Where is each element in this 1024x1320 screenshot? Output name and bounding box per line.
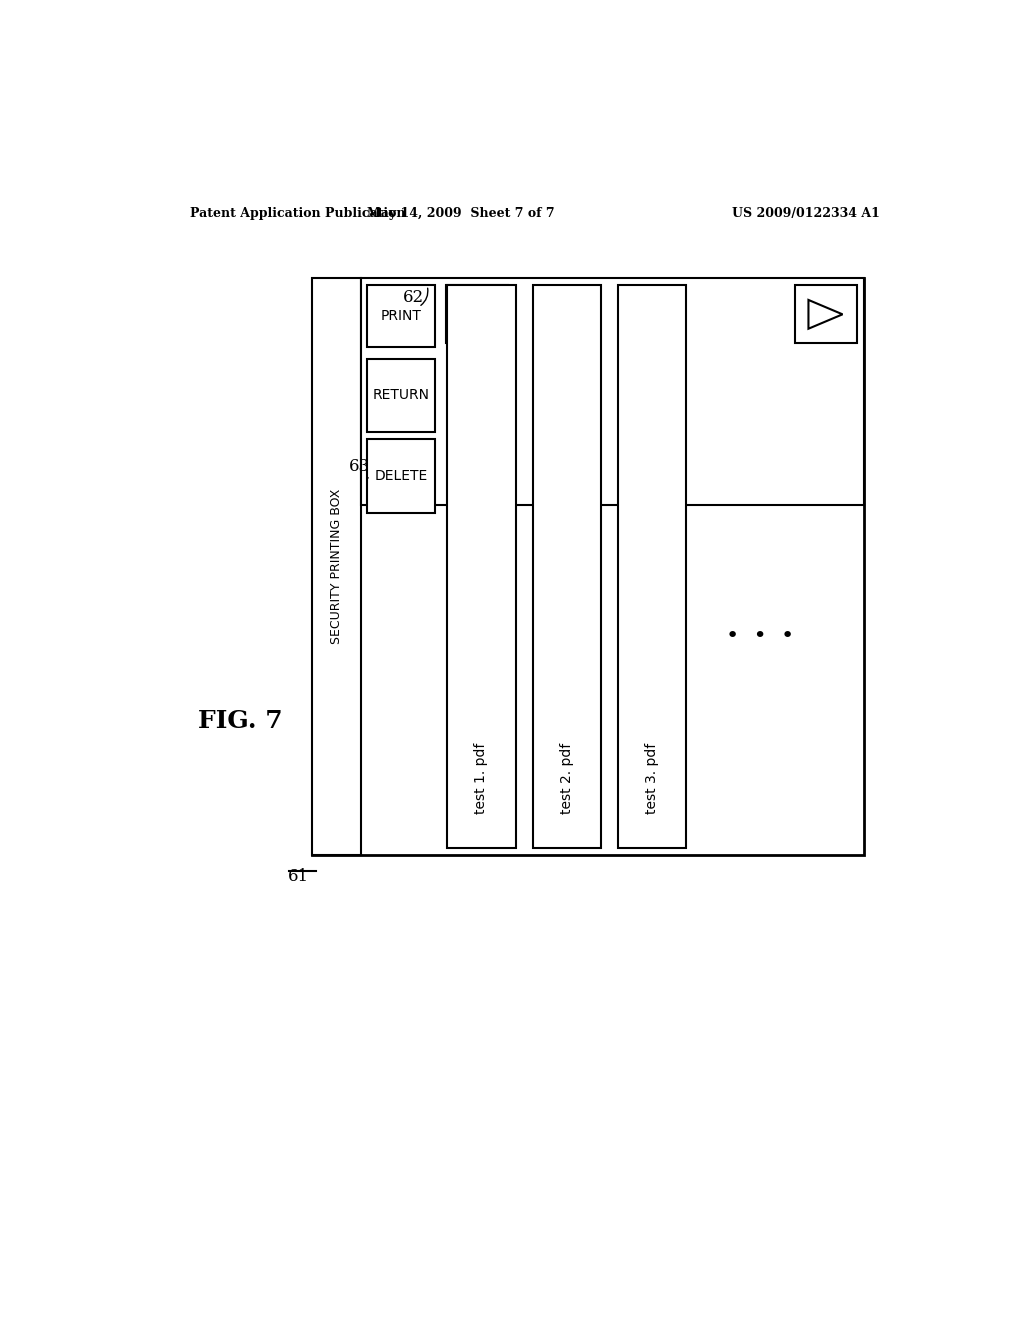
Text: test 1. pdf: test 1. pdf <box>474 743 488 814</box>
Bar <box>617 285 686 847</box>
Bar <box>312 277 360 855</box>
Text: 61: 61 <box>288 869 308 886</box>
Bar <box>532 285 601 847</box>
Polygon shape <box>460 300 494 329</box>
Text: test 2. pdf: test 2. pdf <box>560 743 573 814</box>
Bar <box>360 277 864 504</box>
Text: 63: 63 <box>349 458 370 475</box>
Text: RETURN: RETURN <box>373 388 429 403</box>
Bar <box>795 285 856 343</box>
Text: DELETE: DELETE <box>374 469 427 483</box>
Text: May 14, 2009  Sheet 7 of 7: May 14, 2009 Sheet 7 of 7 <box>368 207 555 220</box>
Text: •  •  •: • • • <box>726 626 795 645</box>
Text: 62: 62 <box>403 289 424 305</box>
Text: test 3. pdf: test 3. pdf <box>645 743 658 814</box>
Text: Patent Application Publication: Patent Application Publication <box>190 207 406 220</box>
Text: SECURITY PRINTING BOX: SECURITY PRINTING BOX <box>330 488 343 644</box>
Text: FIG. 7: FIG. 7 <box>198 709 283 733</box>
Bar <box>367 440 435 512</box>
Bar <box>367 285 435 347</box>
Bar <box>367 359 435 432</box>
Bar <box>312 277 864 855</box>
Polygon shape <box>809 300 843 329</box>
Bar <box>447 285 515 847</box>
Text: US 2009/0122334 A1: US 2009/0122334 A1 <box>732 207 881 220</box>
Text: PRINT: PRINT <box>380 309 421 323</box>
Bar <box>445 285 508 343</box>
